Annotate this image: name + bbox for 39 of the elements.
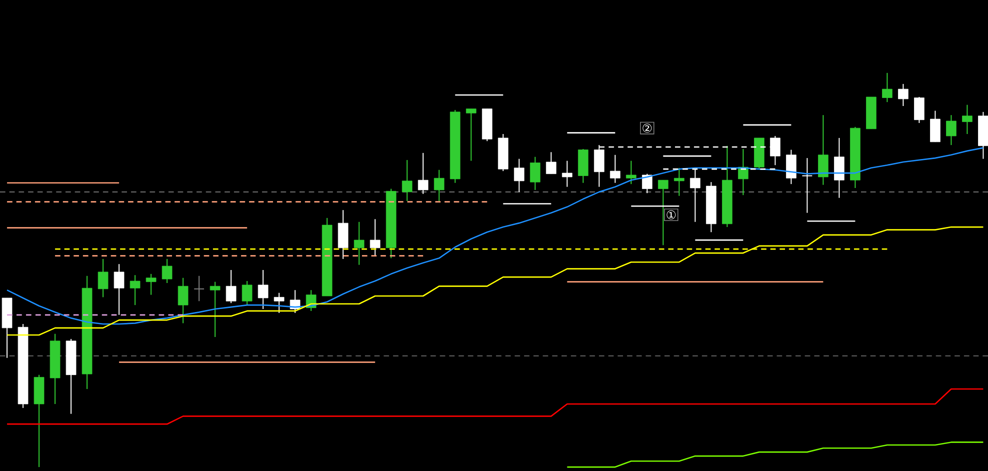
candlestick xyxy=(226,269,236,304)
candlestick xyxy=(898,83,908,107)
candlestick xyxy=(834,137,844,198)
candlestick xyxy=(434,169,444,202)
candlestick xyxy=(274,292,284,314)
candlestick xyxy=(242,280,252,306)
candlestick xyxy=(546,152,556,174)
candlestick xyxy=(674,167,684,196)
candlestick xyxy=(98,258,108,298)
candlestick xyxy=(882,72,892,103)
candlestick xyxy=(210,281,220,338)
candlestick xyxy=(946,114,956,146)
candlestick xyxy=(962,104,972,135)
candlestick xyxy=(418,152,428,194)
candlestick xyxy=(194,275,205,302)
candlestick xyxy=(402,160,412,202)
candlestick xyxy=(114,264,124,316)
candlestick xyxy=(642,173,652,194)
candlestick xyxy=(354,221,364,266)
candlestick xyxy=(178,277,188,324)
candlestick xyxy=(802,158,813,214)
candlestick xyxy=(514,158,524,192)
candlestick xyxy=(370,218,380,256)
candlestick xyxy=(914,96,924,124)
candlestick xyxy=(466,108,476,162)
candlestick xyxy=(146,273,156,296)
candlestick xyxy=(130,274,140,306)
candlestick xyxy=(610,154,620,184)
annotation: ② xyxy=(642,124,652,133)
candlestick xyxy=(930,110,940,142)
candlestick xyxy=(658,180,668,246)
candlestick xyxy=(562,160,572,188)
candlestick xyxy=(162,258,172,284)
candlestick xyxy=(258,269,268,310)
candlestick xyxy=(626,160,636,185)
candlestick xyxy=(818,114,828,186)
annotation: ① xyxy=(666,210,676,220)
candlestick xyxy=(786,149,796,185)
candlestick xyxy=(530,156,540,190)
